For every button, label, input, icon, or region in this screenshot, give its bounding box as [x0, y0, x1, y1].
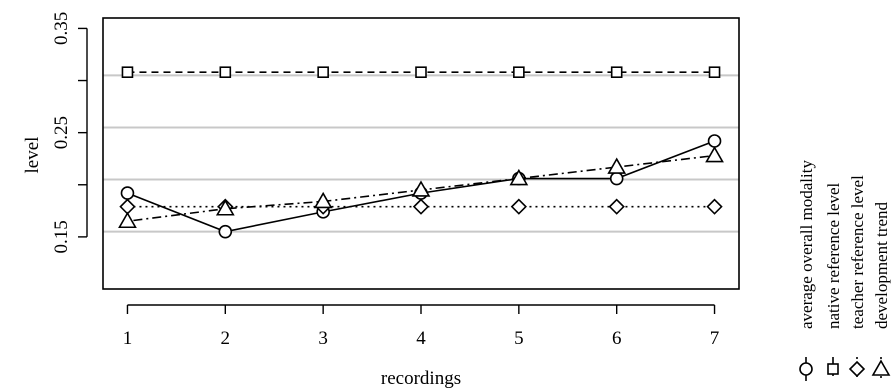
data-point [708, 66, 721, 78]
data-point [509, 168, 529, 186]
legend-marker [827, 363, 839, 375]
data-point [610, 66, 623, 78]
data-point [510, 198, 527, 215]
legend-label: teacher reference level [848, 175, 867, 329]
data-point [119, 198, 136, 215]
data-point [120, 186, 135, 200]
data-point [705, 145, 724, 163]
y-tick-label: 0.25 [51, 116, 72, 149]
data-point [513, 66, 525, 78]
data-point [215, 199, 235, 216]
legend-entry: native reference level [824, 182, 843, 381]
data-point [707, 134, 722, 148]
x-tick-label: 1 [123, 328, 133, 349]
data-point [608, 198, 625, 215]
data-point [415, 66, 427, 78]
x-tick-label: 3 [318, 328, 328, 349]
legend-label: average overall modality [797, 160, 816, 329]
legend-entry: development trend [871, 202, 891, 381]
y-tick-label: 0.15 [51, 220, 72, 253]
legend-label: development trend [872, 202, 891, 329]
data-point [412, 198, 430, 215]
series-layer [118, 66, 724, 239]
data-point [313, 191, 333, 209]
x-tick-label: 6 [612, 328, 622, 349]
legend-marker [871, 359, 891, 376]
data-point [706, 198, 723, 215]
legend-label: native reference level [824, 182, 843, 329]
legend-entry: teacher reference level [848, 175, 867, 381]
x-tick-label: 2 [221, 328, 231, 349]
x-axis-title: recordings [381, 368, 461, 389]
legend-marker [848, 360, 866, 378]
data-point [317, 66, 329, 78]
legend-marker [799, 362, 813, 376]
series-square [121, 66, 721, 78]
axes: 1 2 3 4 5 6 7 0.15 0.25 0.35 [51, 12, 719, 349]
data-point [118, 211, 137, 229]
data-point [609, 171, 624, 186]
data-point [218, 224, 233, 239]
data-point [121, 66, 134, 78]
plot-frame [102, 17, 740, 290]
data-point [219, 66, 232, 78]
x-tick-label: 5 [514, 328, 524, 349]
legend-entry: average overall modality [797, 160, 816, 381]
y-tick-label: 0.35 [51, 12, 72, 45]
series-triangle [118, 145, 724, 229]
x-tick-label: 7 [710, 328, 720, 349]
legend: average overall modality native reference… [797, 160, 891, 381]
data-point [607, 157, 627, 174]
series-diamond [119, 198, 723, 215]
x-tick-label: 4 [416, 328, 426, 349]
data-point [411, 180, 431, 197]
y-axis-title: level [22, 137, 43, 174]
